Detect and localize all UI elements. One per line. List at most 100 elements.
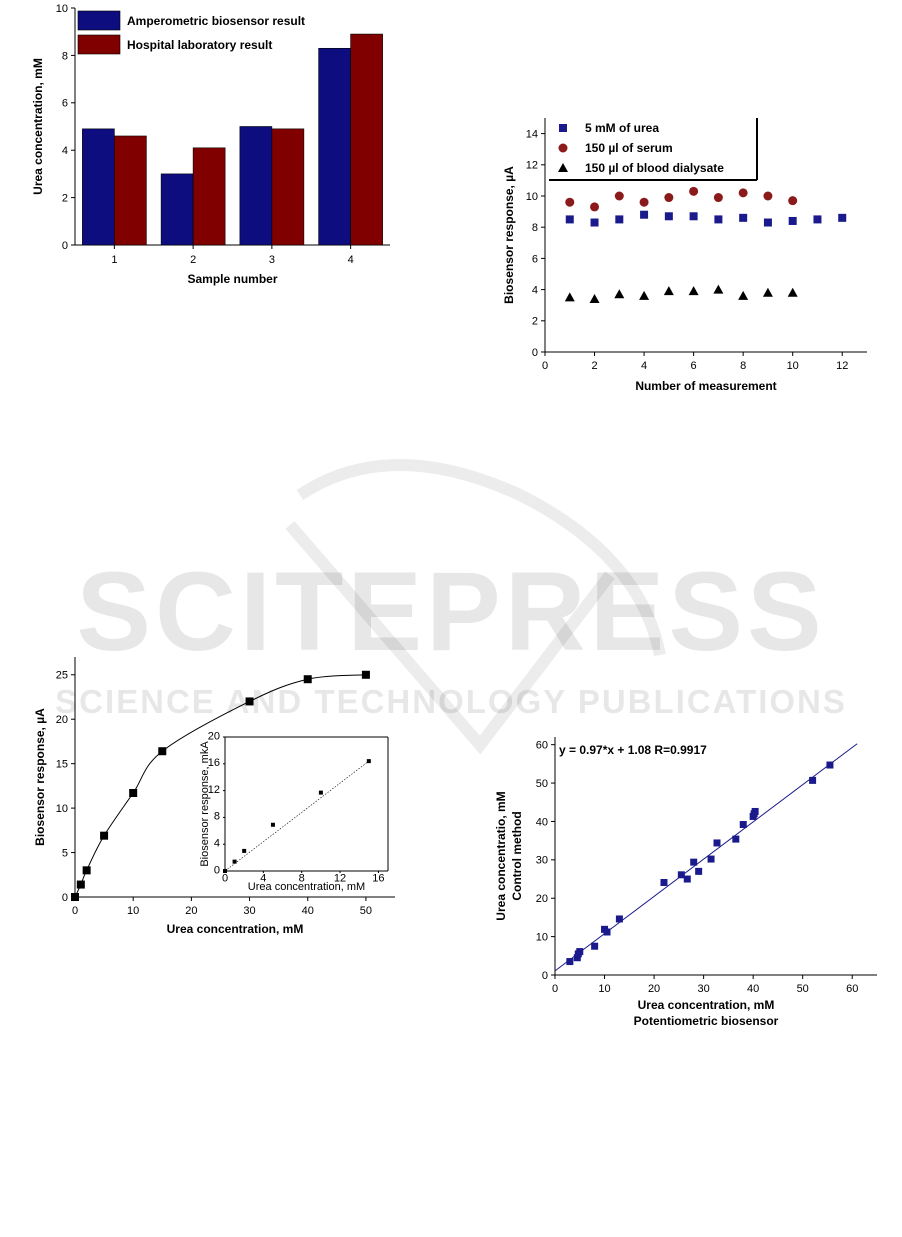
rep-point-square bbox=[714, 215, 723, 224]
rep-x-axis-title: Number of measurement bbox=[635, 379, 776, 393]
rep-point-triangle bbox=[564, 292, 575, 302]
cal-point bbox=[71, 893, 79, 901]
cal-y-tick-label: 25 bbox=[56, 670, 68, 682]
legend-label: Hospital laboratory result bbox=[127, 38, 272, 52]
rep-point-circle bbox=[590, 202, 600, 212]
cal-y-tick-label: 5 bbox=[62, 847, 68, 859]
rep-legend-label: 150 µl of serum bbox=[585, 141, 673, 155]
rep-x-tick-label: 10 bbox=[787, 360, 799, 372]
cal-x-axis-title: Urea concentration, mM bbox=[167, 922, 304, 936]
rep-legend-label: 150 µl of blood dialysate bbox=[585, 161, 724, 175]
corr-point bbox=[576, 948, 584, 956]
bar-y-axis-title: Urea concentration, mM bbox=[31, 58, 45, 195]
corr-point bbox=[683, 875, 691, 883]
rep-point-triangle bbox=[663, 286, 674, 296]
cal-y-axis-title: Biosensor response, µA bbox=[33, 708, 47, 846]
rep-point-square bbox=[615, 215, 624, 224]
rep-x-tick-label: 8 bbox=[740, 360, 746, 372]
rep-point-triangle bbox=[688, 286, 699, 296]
inset-x-tick-label: 0 bbox=[222, 873, 228, 885]
rep-y-tick-label: 2 bbox=[532, 316, 538, 328]
cal-y-tick-label: 20 bbox=[56, 714, 68, 726]
corr-y-tick-label: 20 bbox=[536, 893, 548, 905]
cal-x-tick-label: 10 bbox=[127, 905, 139, 917]
legend-label: Amperometric biosensor result bbox=[127, 14, 305, 28]
corr-y-tick-label: 10 bbox=[536, 931, 548, 943]
corr-point bbox=[713, 839, 721, 847]
inset-point bbox=[366, 759, 371, 764]
correlation-chart: 0 10 20 30 40 50 60 0 10 20 30 40 50 60 y = 0.97*x + 1… bbox=[485, 725, 885, 1050]
bar-y-tick-label: 8 bbox=[62, 50, 68, 62]
watermark-swoosh-top bbox=[296, 459, 666, 657]
rep-y-axis-title: Biosensor response, µA bbox=[502, 166, 516, 304]
inset-x-tick-label: 4 bbox=[260, 873, 266, 885]
corr-point bbox=[591, 942, 599, 950]
repeatability-chart-svg: 0 2 4 6 8 10 12 14 0 2 4 6 8 10 12 5 mM of urea 150 µl o… bbox=[502, 118, 867, 393]
inset-y-axis-title: Biosensor response, mkA bbox=[199, 741, 211, 867]
cal-point bbox=[158, 747, 167, 756]
corr-point bbox=[751, 807, 759, 815]
rep-point-square bbox=[664, 212, 673, 221]
corr-point bbox=[809, 776, 817, 784]
rep-y-tick-label: 14 bbox=[526, 128, 538, 140]
rep-point-square bbox=[689, 212, 698, 221]
bar-y-tick-label: 4 bbox=[62, 145, 68, 157]
corr-point bbox=[732, 835, 740, 843]
cal-point bbox=[361, 670, 370, 679]
rep-point-square bbox=[788, 216, 797, 225]
corr-y-axis-title: Control method bbox=[510, 811, 524, 900]
calibration-curve-chart: 0 5 10 15 20 25 0 10 20 30 40 50 Urea concentration,… bbox=[20, 645, 410, 950]
cal-point bbox=[303, 675, 312, 684]
rep-point-circle bbox=[565, 197, 575, 207]
legend-swatch bbox=[77, 34, 121, 55]
bar-x-tick-label: 2 bbox=[190, 254, 196, 266]
rep-point-square bbox=[763, 218, 772, 227]
corr-y-tick-label: 30 bbox=[536, 855, 548, 867]
cal-x-tick-label: 50 bbox=[360, 905, 372, 917]
corr-point bbox=[695, 867, 703, 875]
rep-y-tick-label: 12 bbox=[526, 160, 538, 172]
inset-point bbox=[270, 822, 275, 827]
rep-point-circle bbox=[664, 193, 674, 203]
bar-hospital bbox=[350, 33, 383, 246]
bar-hospital bbox=[192, 147, 226, 246]
inset-y-tick-label: 8 bbox=[214, 811, 220, 823]
inset-point bbox=[242, 848, 247, 853]
inset-point bbox=[232, 859, 237, 864]
cal-y-tick-label: 10 bbox=[56, 803, 68, 815]
rep-point-triangle bbox=[589, 293, 600, 303]
cal-x-tick-label: 0 bbox=[72, 905, 78, 917]
bar-biosensor bbox=[239, 126, 273, 246]
cal-y-tick-label: 15 bbox=[56, 759, 68, 771]
rep-point-square bbox=[590, 218, 599, 227]
cal-x-tick-label: 20 bbox=[185, 905, 197, 917]
corr-x-tick-label: 30 bbox=[697, 983, 709, 995]
corr-point bbox=[826, 761, 834, 769]
corr-point bbox=[603, 928, 611, 936]
scatter-chart-repeatability: 0 2 4 6 8 10 12 14 0 2 4 6 8 10 12 5 mM of urea 150 µl o… bbox=[495, 100, 875, 405]
corr-point bbox=[677, 871, 685, 879]
corr-equation-annotation: y = 0.97*x + 1.08 R=0.9917 bbox=[559, 743, 707, 757]
rep-point-triangle bbox=[762, 287, 773, 297]
rep-x-tick-label: 6 bbox=[691, 360, 697, 372]
bar-y-tick-label: 6 bbox=[62, 98, 68, 110]
rep-point-circle bbox=[788, 196, 798, 206]
rep-legend-label: 5 mM of urea bbox=[585, 121, 659, 135]
corr-point bbox=[739, 821, 747, 829]
rep-point-triangle bbox=[614, 289, 625, 299]
inset-point bbox=[318, 790, 323, 795]
rep-point-circle bbox=[689, 186, 699, 196]
rep-point-triangle bbox=[639, 290, 650, 300]
inset-x-axis-title: Urea concentration, mM bbox=[248, 881, 365, 893]
rep-legend-marker bbox=[559, 124, 567, 132]
corr-point bbox=[660, 878, 668, 886]
corr-x-tick-label: 0 bbox=[552, 983, 558, 995]
rep-legend-marker bbox=[558, 143, 568, 153]
cal-point bbox=[129, 789, 138, 797]
bar-x-tick-label: 1 bbox=[111, 254, 117, 266]
rep-point-circle bbox=[639, 197, 649, 207]
inset-y-tick-label: 16 bbox=[208, 757, 220, 769]
rep-point-circle bbox=[763, 191, 773, 201]
